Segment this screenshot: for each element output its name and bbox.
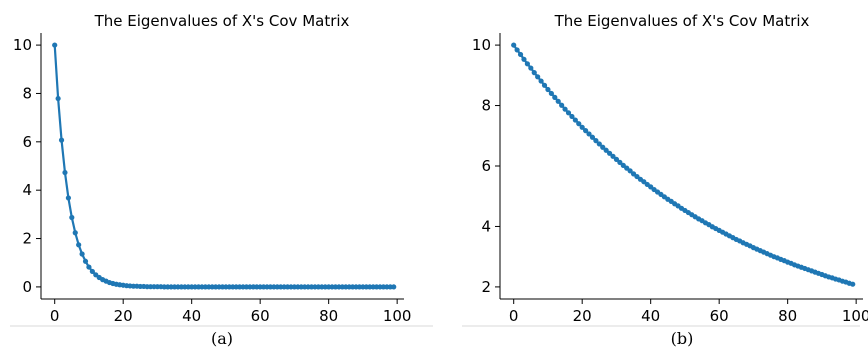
y-tick-label: 0: [22, 278, 32, 296]
data-point: [593, 138, 599, 144]
caption-a: (a): [211, 329, 233, 348]
y-tick-label: 4: [481, 217, 491, 235]
plot-area-b: [500, 33, 863, 299]
data-point: [89, 268, 95, 275]
data-point: [514, 47, 520, 53]
chart-title-a: The Eigenvalues of X's Cov Matrix: [94, 12, 350, 30]
data-point: [606, 150, 613, 156]
data-point: [579, 124, 585, 130]
x-tick-label: 0: [50, 307, 60, 325]
data-point: [552, 94, 558, 100]
y-tick-label: 8: [481, 97, 491, 115]
data-point: [86, 264, 92, 270]
data-point: [617, 159, 623, 165]
y-tick-label: 8: [22, 84, 32, 102]
data-point: [65, 195, 71, 201]
data-point: [531, 70, 537, 76]
x-tick-label: 80: [778, 307, 797, 325]
chart-panel-a: The Eigenvalues of X's Cov Matrix 0 20 40 6…: [10, 12, 433, 348]
data-point: [55, 95, 61, 102]
data-point: [586, 131, 592, 137]
data-point: [391, 284, 397, 290]
data-point: [524, 61, 531, 67]
data-point: [583, 128, 589, 134]
data-point: [610, 153, 616, 159]
data-point: [69, 214, 75, 221]
data-point: [603, 147, 609, 153]
x-tick-label: 0: [509, 307, 519, 325]
x-tick-label: 80: [319, 307, 338, 325]
series-line-b: [512, 44, 854, 286]
y-tick-label: 10: [13, 36, 32, 54]
data-point: [538, 78, 544, 84]
data-point: [600, 144, 606, 150]
y-tick-label: 2: [22, 230, 32, 248]
data-point: [559, 102, 565, 108]
plot-area-a: [41, 33, 404, 299]
x-tick-label: 100: [383, 307, 412, 325]
data-point: [576, 121, 582, 127]
data-point: [565, 110, 572, 116]
x-tick-label: 60: [251, 307, 270, 325]
data-point: [58, 137, 65, 143]
data-point: [535, 74, 541, 80]
data-point: [627, 168, 633, 174]
data-point: [569, 113, 575, 120]
x-tick-label: 20: [114, 307, 133, 325]
data-point: [82, 258, 89, 264]
x-tick-label: 40: [182, 307, 201, 325]
data-point: [562, 106, 568, 112]
data-point: [572, 117, 578, 123]
data-point: [72, 230, 78, 236]
data-point: [850, 281, 856, 287]
series-line-a: [53, 45, 394, 289]
data-point: [528, 65, 534, 71]
data-point: [541, 82, 548, 88]
caption-b: (b): [671, 329, 694, 348]
y-tick-label: 10: [472, 36, 491, 54]
chart-panel-b: The Eigenvalues of X's Cov Matrix 0 20 40 6…: [462, 12, 868, 348]
y-tick-label: 6: [22, 133, 32, 151]
data-point: [511, 42, 517, 48]
data-point: [76, 242, 82, 248]
data-point: [555, 98, 561, 104]
data-point: [517, 51, 524, 58]
data-point: [62, 169, 68, 176]
data-point: [596, 141, 602, 147]
x-tick-label: 60: [710, 307, 729, 325]
data-point: [52, 42, 58, 48]
data-point: [79, 251, 85, 257]
data-point: [589, 134, 596, 140]
data-point: [521, 56, 527, 62]
y-tick-label: 2: [481, 278, 491, 296]
y-tick-label: 6: [481, 157, 491, 175]
data-point: [548, 90, 554, 97]
y-tick-label: 4: [22, 181, 32, 199]
x-tick-label: 20: [573, 307, 592, 325]
x-tick-label: 100: [842, 307, 868, 325]
chart-title-b: The Eigenvalues of X's Cov Matrix: [554, 12, 810, 30]
data-point: [545, 86, 551, 93]
data-point: [613, 156, 620, 162]
x-tick-label: 40: [641, 307, 660, 325]
